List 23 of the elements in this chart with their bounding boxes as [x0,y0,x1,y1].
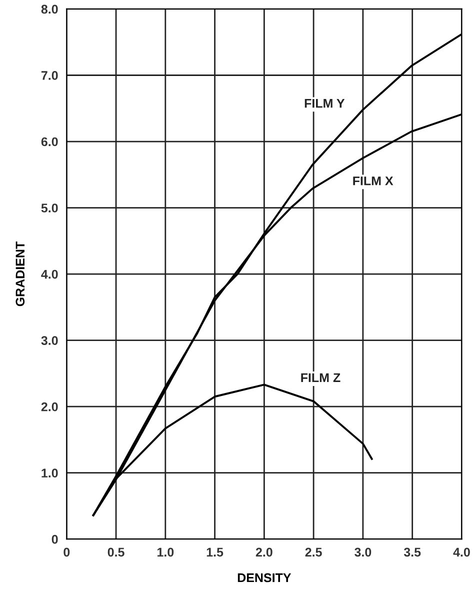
x-tick-label: 0 [64,548,70,557]
y-tick-label: 8.0 [41,4,58,14]
x-tick-label: 0.5 [108,548,124,557]
x-tick-label: 1.0 [158,548,174,557]
x-tick-label: 2.5 [305,548,322,557]
y-tick-label: 5.0 [41,204,58,212]
annotation: FILM Y [304,99,345,108]
y-tick-label: 2.0 [41,402,58,412]
x-tick-label: 3.5 [404,548,421,557]
annotation: FILM X [353,176,394,186]
y-tick-label: 3.0 [41,336,58,345]
y-axis-title: GRADIENT [16,242,25,306]
x-tick-label: 1.5 [206,548,224,557]
y-tick-label: 0 [52,534,58,544]
y-tick-label: 4.0 [41,270,58,279]
x-tick-label: 2.0 [256,548,272,557]
annotation: FILM Z [301,373,340,382]
y-tick-label: 6.0 [41,137,58,146]
y-tick-label: 1.0 [42,468,58,478]
y-tick-label: 7.0 [41,71,58,80]
x-axis-title: DENSITY [238,573,292,582]
x-tick-label: 3.0 [354,548,372,557]
x-tick-label: 4.0 [453,548,470,557]
